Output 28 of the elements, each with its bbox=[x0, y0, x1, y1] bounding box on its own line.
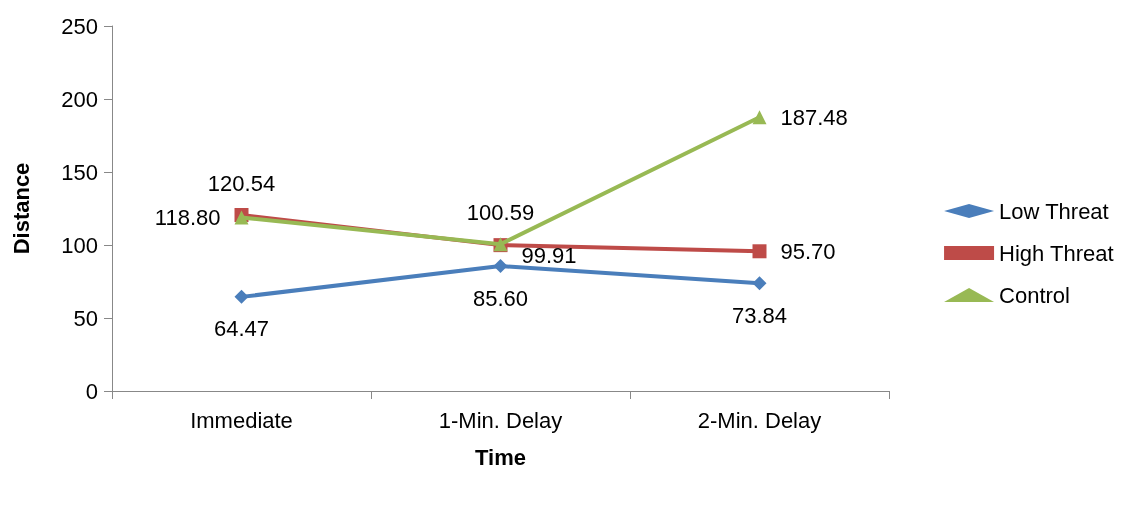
point bbox=[234, 289, 249, 304]
legend-label: Control bbox=[999, 282, 1070, 308]
x-tick-label: 1-Min. Delay bbox=[438, 407, 563, 433]
data-label: 95.70 bbox=[780, 238, 836, 264]
x-axis-title: Time bbox=[475, 444, 526, 470]
y-tick-label: 150 bbox=[61, 159, 98, 185]
data-label: 64.47 bbox=[213, 316, 270, 342]
data-label: 120.54 bbox=[207, 170, 276, 196]
data-label: 118.80 bbox=[154, 205, 221, 231]
y-tick-label: 250 bbox=[61, 13, 98, 39]
y-tick-label: 100 bbox=[61, 232, 98, 258]
y-tick-label: 50 bbox=[73, 305, 98, 331]
y-tick-label: 0 bbox=[85, 378, 98, 404]
data-label: 85.60 bbox=[472, 285, 529, 311]
data-label: 99.91 bbox=[521, 242, 577, 268]
legend-label: Low Threat bbox=[999, 198, 1109, 224]
legend-label: High Threat bbox=[999, 240, 1114, 266]
data-label: 73.84 bbox=[731, 302, 788, 328]
y-axis-title: Distance bbox=[8, 162, 34, 255]
x-tick-label: 2-Min. Delay bbox=[697, 407, 822, 433]
point bbox=[752, 110, 767, 125]
data-label: 187.48 bbox=[780, 104, 848, 130]
y-tick-label: 200 bbox=[61, 86, 98, 112]
point bbox=[752, 276, 767, 291]
data-label: 100.59 bbox=[466, 199, 535, 225]
point bbox=[752, 244, 767, 259]
point bbox=[493, 259, 508, 274]
x-tick-label: Immediate bbox=[190, 407, 293, 433]
